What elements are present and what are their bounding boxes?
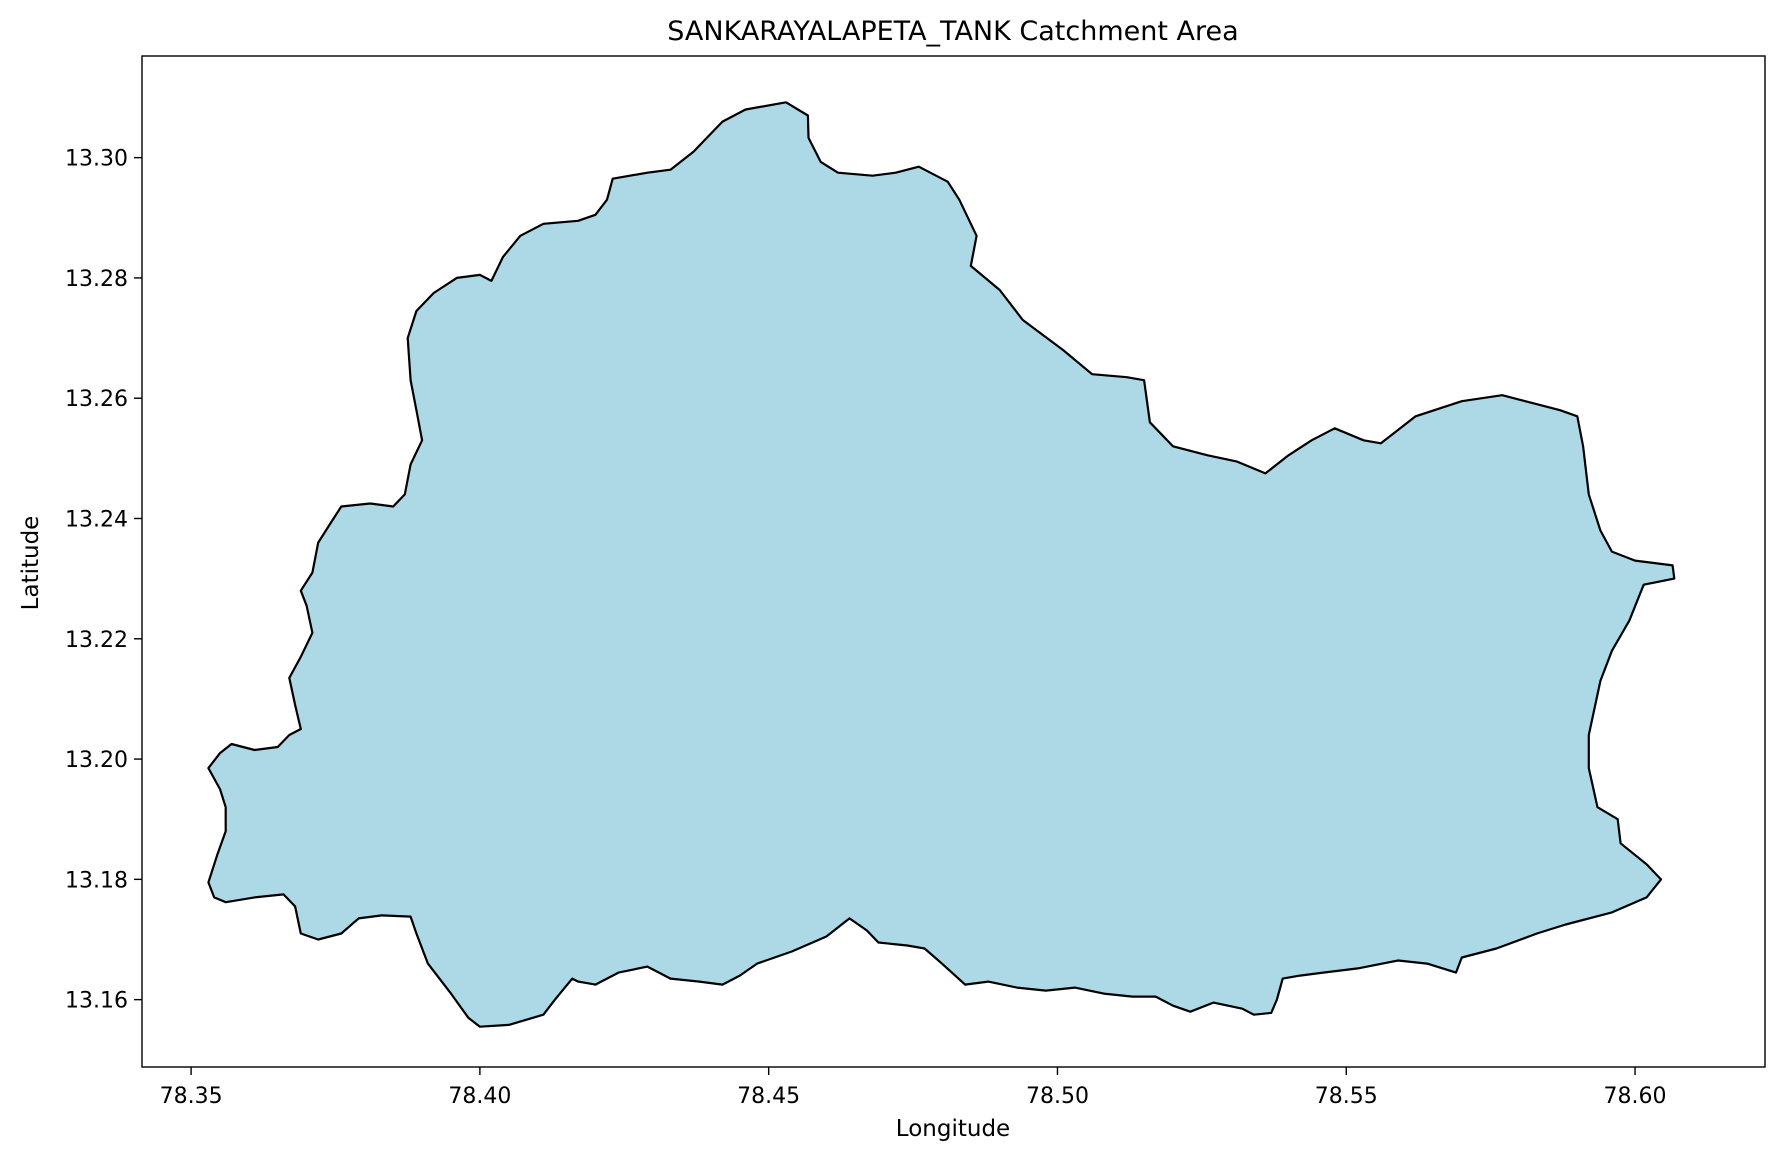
x-tick-label: 78.40 [448,1084,511,1109]
x-tick-label: 78.35 [160,1084,223,1109]
y-axis: 13.16 13.18 13.20 13.22 13.24 13.26 13.28 13.30 [65,147,142,1014]
y-tick-label: 13.26 [65,387,128,412]
plot-frame [141,55,1766,1068]
y-tick-label: 13.16 [65,989,128,1014]
x-tick-label: 78.45 [737,1084,800,1109]
y-tick-label: 13.24 [65,507,128,532]
catchment-area-polygon [207,101,1676,1028]
y-axis-label: Latitude [18,516,44,611]
x-tick-label: 78.50 [1026,1084,1089,1109]
y-tick-label: 13.22 [65,628,128,653]
x-axis: 78.35 78.40 78.45 78.50 78.55 78.60 [160,1067,1667,1109]
x-tick-label: 78.55 [1315,1084,1378,1109]
plot-area [141,55,1766,1068]
x-axis-label: Longitude [896,1116,1010,1142]
chart-title: SANKARAYALAPETA_TANK Catchment Area [667,16,1238,47]
x-tick-label: 78.60 [1604,1084,1667,1109]
y-tick-label: 13.20 [65,748,128,773]
y-tick-label: 13.30 [65,147,128,172]
y-tick-label: 13.18 [65,868,128,893]
y-tick-label: 13.28 [65,267,128,292]
